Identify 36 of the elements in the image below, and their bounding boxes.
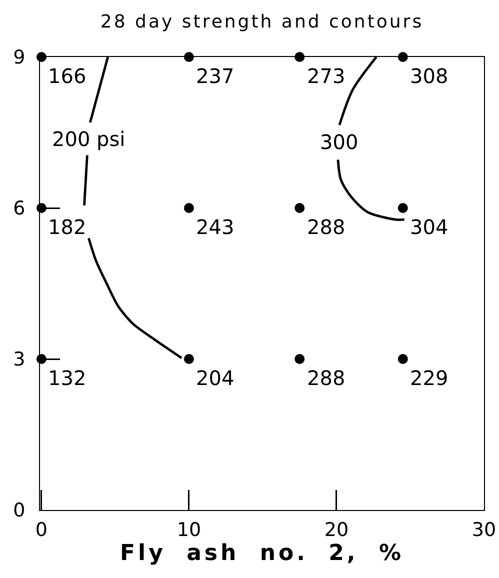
- point: [36, 203, 46, 213]
- x-tick-label: 0: [35, 518, 48, 541]
- annotation: 308: [410, 64, 448, 88]
- annotation: 166: [48, 64, 86, 88]
- point: [184, 354, 194, 364]
- point: [398, 52, 408, 62]
- x-axis-title: Fly ash no. 2, %: [120, 540, 404, 566]
- series-label: 200 psi: [52, 127, 126, 151]
- annotation: 288: [307, 366, 346, 390]
- y-tick-label: 3: [13, 348, 26, 371]
- point: [294, 354, 305, 364]
- annotation: 288: [307, 215, 346, 239]
- y-tick-label: 6: [13, 198, 26, 220]
- x-tick-label: 20: [324, 518, 349, 541]
- point: [294, 52, 305, 62]
- point: [36, 52, 46, 62]
- x-tick-label: 30: [472, 518, 496, 541]
- annotation: 229: [410, 366, 448, 390]
- point: [184, 52, 194, 62]
- annotation: 182: [48, 215, 86, 239]
- annotation: 273: [307, 64, 346, 88]
- chart-title: 28 day strength and contours: [100, 11, 424, 32]
- point: [36, 354, 46, 364]
- series-label: 300: [320, 130, 358, 154]
- y-tick-label: 9: [13, 46, 26, 69]
- x-tick-label: 10: [176, 518, 202, 541]
- y-tick-label: 0: [13, 500, 26, 522]
- annotation: 237: [196, 64, 234, 88]
- annotation: 243: [196, 215, 234, 239]
- annotation: 304: [410, 215, 448, 239]
- annotation: 132: [48, 366, 86, 390]
- point: [398, 203, 408, 213]
- annotation: 204: [196, 366, 234, 390]
- point: [294, 203, 305, 213]
- point: [398, 354, 408, 364]
- point: [184, 203, 194, 213]
